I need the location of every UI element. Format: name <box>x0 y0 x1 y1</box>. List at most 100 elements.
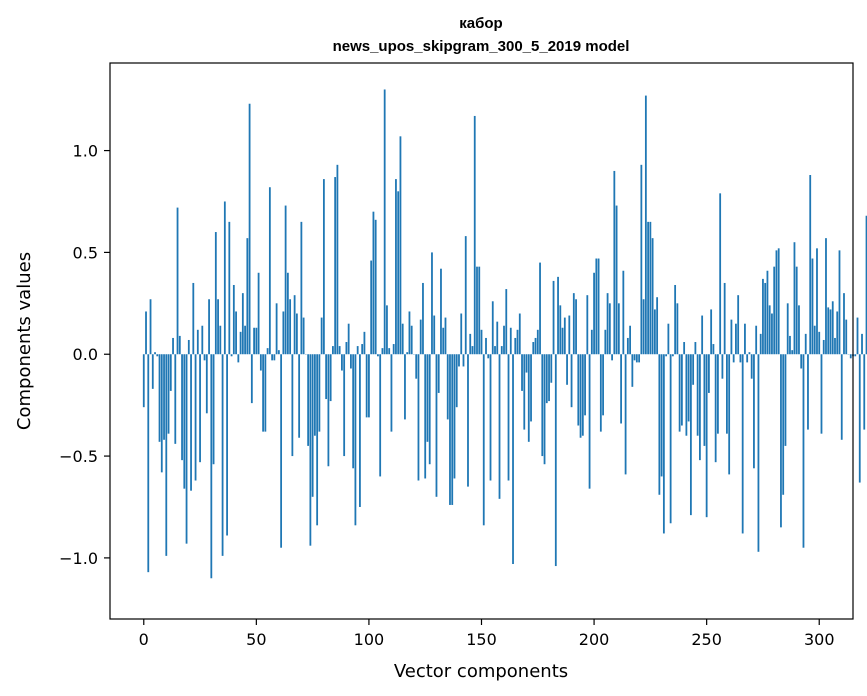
bar-component-306 <box>831 301 834 355</box>
chart-title: кабор <box>459 15 502 32</box>
bar-component-63 <box>284 205 287 355</box>
bar-component-49 <box>253 327 255 355</box>
bar-component-97 <box>361 344 364 355</box>
bar-component-185 <box>559 305 562 355</box>
bar-component-239 <box>680 354 683 426</box>
bar-component-188 <box>566 354 568 385</box>
bar-component-163 <box>509 327 512 355</box>
bar-component-240 <box>683 342 686 355</box>
bar-component-128 <box>431 252 433 355</box>
bar-component-194 <box>579 354 582 438</box>
y-tick-label: 1.0 <box>73 142 98 161</box>
bar-component-52 <box>259 354 262 371</box>
bar-component-60 <box>277 350 280 355</box>
bar-component-245 <box>694 342 697 355</box>
bar-component-94 <box>354 354 357 526</box>
bar-component-291 <box>798 305 800 355</box>
bar-component-321 <box>865 215 867 355</box>
bar-component-24 <box>196 329 199 355</box>
bar-component-208 <box>611 354 613 361</box>
bar-component-280 <box>773 266 776 355</box>
bar-component-274 <box>759 333 762 355</box>
bar-component-296 <box>809 175 812 355</box>
bar-component-265 <box>739 354 742 363</box>
bar-component-18 <box>183 354 186 489</box>
bar-component-89 <box>343 354 346 457</box>
bar-component-131 <box>437 354 440 393</box>
bar-component-68 <box>295 313 298 355</box>
bar-component-31 <box>212 354 215 465</box>
bar-component-226 <box>651 238 654 355</box>
chart-subtitle: news_upos_skipgram_300_5_2019 model <box>333 38 630 55</box>
bar-component-270 <box>750 354 753 379</box>
bar-component-26 <box>201 325 204 355</box>
bar-component-73 <box>307 354 310 446</box>
bar-component-289 <box>793 242 796 355</box>
bar-component-283 <box>780 354 782 528</box>
bar-component-140 <box>458 354 460 367</box>
bar-component-135 <box>446 354 449 420</box>
bar-component-36 <box>223 201 226 355</box>
bar-component-0 <box>142 354 145 408</box>
bar-component-4 <box>151 354 154 389</box>
bar-component-278 <box>768 305 771 355</box>
bar-component-314 <box>849 354 852 359</box>
bar-component-152 <box>485 337 487 355</box>
bar-component-241 <box>685 354 688 436</box>
bar-component-318 <box>858 354 861 483</box>
bar-component-110 <box>390 354 393 432</box>
bar-component-228 <box>656 297 659 355</box>
bar-component-207 <box>608 303 611 355</box>
bar-component-10 <box>165 354 168 556</box>
bar-component-219 <box>635 354 638 363</box>
bar-component-41 <box>235 311 237 355</box>
bar-component-223 <box>644 95 647 355</box>
bar-component-107 <box>383 89 386 355</box>
x-tick-label: 300 <box>804 630 835 649</box>
bar-component-267 <box>744 323 746 355</box>
bar-component-259 <box>726 354 728 434</box>
bar-component-205 <box>604 329 607 355</box>
bar-component-199 <box>590 329 593 355</box>
bar-component-172 <box>530 354 532 422</box>
bar-component-247 <box>699 354 701 461</box>
bar-component-216 <box>629 325 631 355</box>
bar-component-316 <box>854 354 857 357</box>
bar-component-27 <box>203 354 206 361</box>
bar-component-138 <box>453 354 456 479</box>
bar-component-170 <box>525 354 528 373</box>
bar-component-193 <box>577 354 580 426</box>
bar-component-149 <box>478 266 481 355</box>
bar-component-148 <box>476 266 478 355</box>
bar-component-299 <box>816 248 818 355</box>
bar-component-7 <box>158 354 161 442</box>
bar-component-233 <box>667 323 670 355</box>
bar-component-143 <box>464 236 467 355</box>
bar-component-96 <box>359 354 361 507</box>
bar-component-80 <box>322 179 325 355</box>
bar-component-183 <box>554 354 557 567</box>
bar-component-230 <box>660 354 663 477</box>
bar-component-184 <box>557 276 559 355</box>
bar-component-92 <box>350 354 352 369</box>
bar-component-20 <box>187 339 190 355</box>
bar-component-304 <box>827 307 830 355</box>
bar-component-303 <box>825 238 827 355</box>
bar-component-244 <box>692 354 695 385</box>
bar-component-118 <box>408 311 411 355</box>
bar-component-255 <box>717 354 719 434</box>
bar-component-154 <box>489 354 492 481</box>
bar-component-129 <box>433 315 436 355</box>
bar-component-181 <box>550 354 553 383</box>
x-tick-label: 200 <box>579 630 610 649</box>
bar-component-209 <box>613 170 616 355</box>
bar-component-75 <box>311 354 314 497</box>
bar-component-62 <box>282 311 285 355</box>
bar-component-257 <box>721 354 724 379</box>
bar-component-11 <box>167 354 170 434</box>
bar-component-66 <box>291 354 294 457</box>
bar-component-260 <box>728 354 731 475</box>
bar-component-40 <box>232 284 235 355</box>
bar-component-204 <box>602 354 604 416</box>
bar-component-266 <box>741 354 744 534</box>
